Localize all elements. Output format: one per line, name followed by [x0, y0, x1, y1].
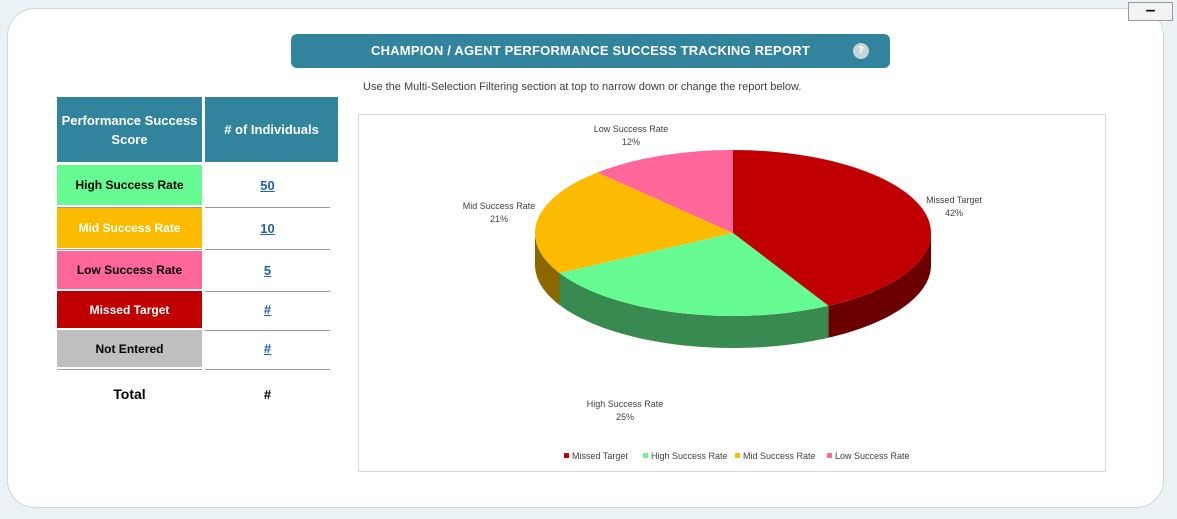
count-link-high-success-rate[interactable]: 50 [260, 177, 275, 193]
count-link-mid-success-rate[interactable]: 10 [260, 220, 275, 236]
pie-side-high-success-rate [559, 273, 829, 348]
pie-side-missed-target [828, 233, 931, 338]
legend-swatch [827, 453, 832, 458]
row-divider [205, 330, 330, 331]
header-performance-score: Performance Success Score [57, 97, 202, 162]
pie-side-mid-success-rate [535, 233, 560, 305]
row-divider [57, 369, 202, 370]
data-label-category: High Success Rate [587, 399, 664, 409]
legend-entry: High Success Rate [651, 451, 728, 461]
total-value: # [263, 387, 272, 402]
pie-side-walls [535, 233, 931, 348]
row-divider [205, 207, 330, 208]
row-divider [205, 369, 330, 370]
header-individuals: # of Individuals [205, 97, 338, 162]
score-label-missed-target: Missed Target [57, 291, 202, 328]
report-title: CHAMPION / AGENT PERFORMANCE SUCCESS TRA… [291, 34, 890, 68]
count-link-not-entered[interactable]: # [263, 341, 272, 356]
row-divider [57, 207, 202, 208]
score-label-mid-success-rate: Mid Success Rate [57, 208, 202, 248]
legend-swatch [564, 453, 569, 458]
data-label-category: Mid Success Rate [463, 201, 536, 211]
pie-chart-svg: Missed Target 42% High Success Rate 25% Mid … [463, 124, 983, 461]
data-label-value: 25% [616, 412, 634, 422]
pie-slice-mid-success-rate [535, 172, 733, 273]
pie-slice-missed-target [733, 150, 931, 306]
score-label-not-entered: Not Entered [57, 330, 202, 367]
minimize-button[interactable]: − [1128, 2, 1173, 21]
pie-slice-high-success-rate [559, 233, 829, 316]
row-divider [57, 249, 202, 250]
row-divider [205, 249, 330, 250]
legend-entry: Mid Success Rate [743, 451, 816, 461]
pie-slice-low-success-rate [597, 150, 733, 233]
total-label: Total [113, 386, 146, 402]
score-label-low-success-rate: Low Success Rate [57, 251, 202, 289]
row-divider [205, 291, 330, 292]
count-link-missed-target[interactable]: # [263, 302, 272, 317]
data-label-category: Low Success Rate [594, 124, 669, 134]
legend-swatch [735, 453, 740, 458]
report-subtitle: Use the Multi-Selection Filtering sectio… [363, 81, 802, 93]
pie-chart: Missed Target 42% High Success Rate 25% Mid … [358, 114, 1106, 472]
score-label-high-success-rate: High Success Rate [57, 165, 202, 205]
data-label-value: 21% [490, 214, 508, 224]
data-label-category: Missed Target [926, 195, 982, 205]
legend-entry: Low Success Rate [835, 451, 910, 461]
count-link-low-success-rate[interactable]: 5 [263, 262, 272, 278]
help-icon[interactable]: ? [853, 43, 869, 59]
data-label-value: 12% [622, 137, 640, 147]
legend-entry: Missed Target [572, 451, 628, 461]
data-label-value: 42% [945, 208, 963, 218]
legend-swatch [643, 453, 648, 458]
